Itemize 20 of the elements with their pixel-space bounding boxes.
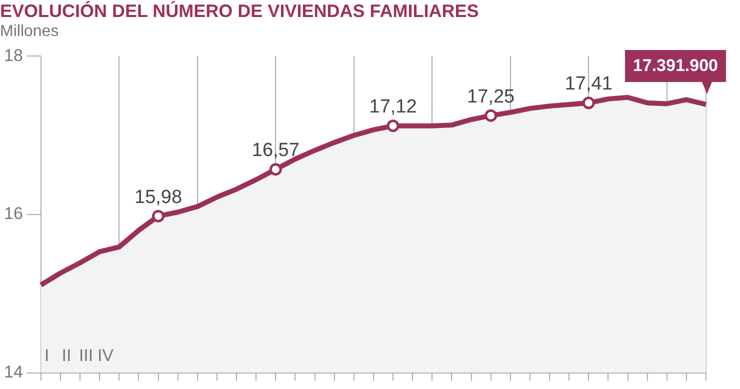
point <box>386 120 400 132</box>
x-tick-label: IV <box>98 346 114 365</box>
point <box>582 96 595 110</box>
x-tick-label: I <box>44 346 50 365</box>
x-tick-label: II <box>62 346 72 365</box>
point <box>269 163 282 176</box>
x-tick-label: III <box>78 346 94 365</box>
y-tick-label: 18 <box>4 46 23 65</box>
point <box>152 210 165 222</box>
y-axis-title: Millones <box>0 22 60 42</box>
y-tick-label: 14 <box>4 362 23 382</box>
chart-title: EVOLUCIÓN DEL NÚMERO DE VIVIENDAS FAMILIARES <box>0 0 480 22</box>
data-label: 17,25 <box>467 86 515 108</box>
data-label: 16,57 <box>252 140 300 162</box>
point <box>484 109 498 122</box>
data-label: 17,41 <box>564 74 612 95</box>
data-label: 17,12 <box>369 96 417 118</box>
data-label: 15,98 <box>134 186 182 208</box>
annotation: 17.391.900 <box>624 50 726 82</box>
y-tick-label: 16 <box>4 204 23 224</box>
